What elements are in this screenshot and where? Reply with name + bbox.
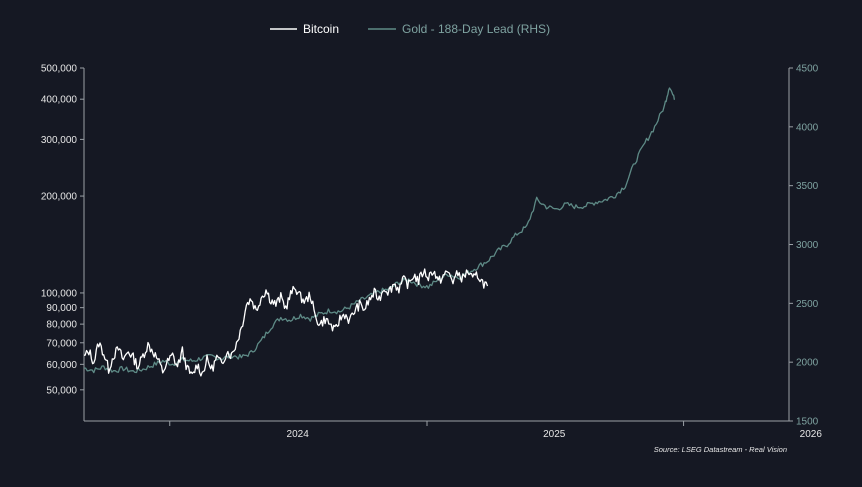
series-line-gold	[84, 87, 676, 374]
left-tick-label: 70,000	[46, 338, 77, 349]
right-tick-label: 2000	[796, 358, 819, 369]
right-tick-label: 2500	[796, 299, 819, 310]
right-axis-ticks: 4500 4000 3500 3000 2500 2000 1500	[789, 64, 819, 428]
legend-label-bitcoin: Bitcoin	[303, 22, 339, 36]
left-tick-label: 300,000	[41, 135, 78, 146]
legend-label-gold: Gold - 188-Day Lead (RHS)	[402, 22, 550, 36]
right-tick-label: 3000	[796, 240, 819, 251]
x-axis-ticks: 2024 2025 2026	[169, 421, 823, 440]
right-tick-label: 3500	[796, 181, 819, 192]
right-tick-label: 4000	[796, 122, 819, 133]
series-line-bitcoin	[83, 268, 489, 377]
left-tick-label: 500,000	[41, 64, 78, 75]
left-tick-label: 100,000	[41, 288, 78, 299]
x-tick-label: 2025	[543, 429, 566, 440]
left-tick-label: 60,000	[46, 360, 77, 371]
left-axis-ticks: 500,000 400,000 300,000 200,000 100,000 90,00…	[41, 64, 84, 396]
left-tick-label: 200,000	[41, 192, 78, 203]
right-tick-label: 4500	[796, 64, 819, 75]
x-tick-label: 2026	[800, 429, 823, 440]
series-layer	[83, 87, 676, 377]
left-tick-label: 50,000	[46, 385, 77, 396]
left-tick-label: 90,000	[46, 303, 77, 314]
right-tick-label: 1500	[796, 417, 819, 428]
axes	[83, 68, 790, 422]
legend: Bitcoin Gold - 188-Day Lead (RHS)	[270, 22, 550, 36]
left-tick-label: 80,000	[46, 320, 77, 331]
x-tick-label: 2024	[287, 429, 310, 440]
left-tick-label: 400,000	[41, 95, 78, 106]
source-note: Source: LSEG Datastream - Real Vision	[654, 445, 787, 454]
